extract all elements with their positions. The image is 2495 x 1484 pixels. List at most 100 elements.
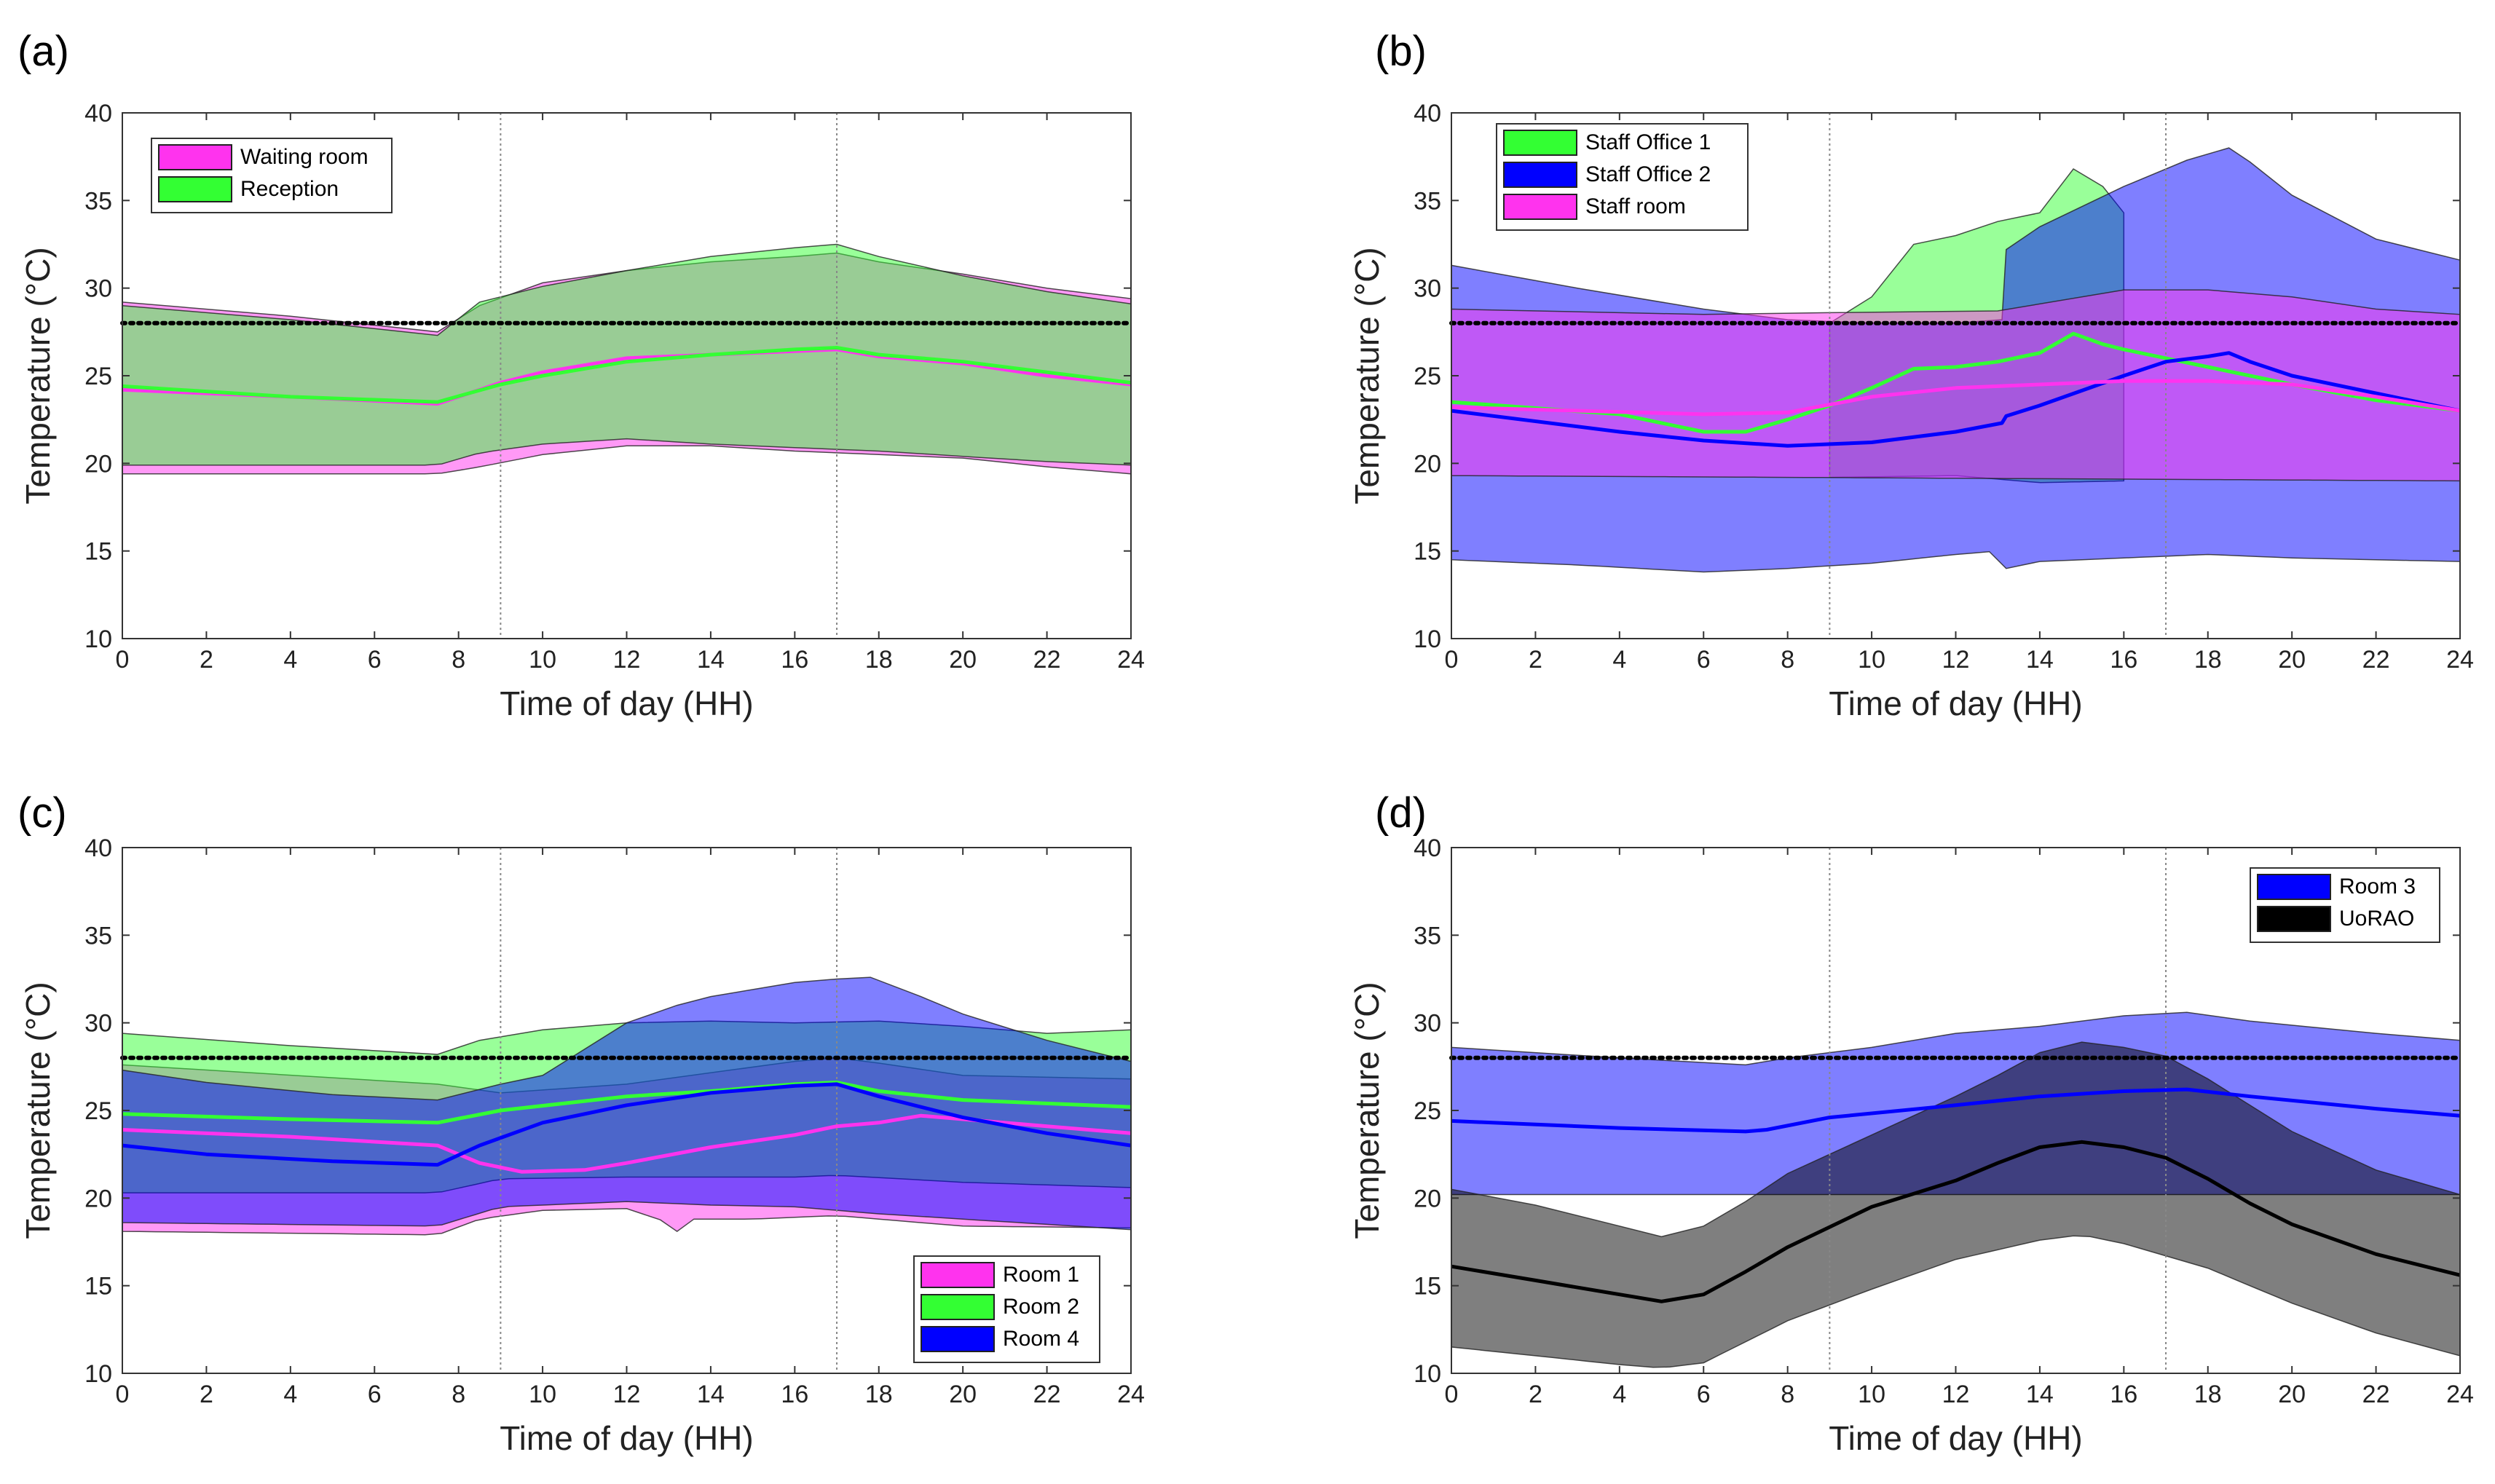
panel-a: (a)0 2 4 6 8 10 12 14 16 18 20 22 2410152025303540Ti… [17, 28, 1145, 722]
band-uorao [1451, 1041, 2461, 1368]
x-tick-label: 12 [1942, 646, 1970, 674]
y-tick-label: 30 [84, 1010, 112, 1038]
y-tick-label: 40 [84, 834, 112, 862]
y-tick-label: 40 [1414, 100, 1441, 127]
y-tick-label: 15 [1414, 1273, 1441, 1301]
x-tick-label: 20 [949, 1381, 977, 1408]
x-tick-label: 14 [697, 646, 725, 674]
legend-label: Staff Office 1 [1585, 130, 1711, 154]
legend-swatch [1503, 194, 1577, 220]
y-tick-label: 25 [84, 1097, 112, 1125]
x-tick-label: 4 [283, 646, 297, 674]
x-tick-label: 0 [116, 646, 130, 674]
x-tick-label: 16 [781, 1381, 808, 1408]
y-axis-label: Temperature (°C) [19, 247, 57, 504]
x-tick-label: 24 [2446, 1381, 2474, 1408]
mean-line-room-1 [122, 1113, 1132, 1174]
x-axis-label: Time of day (HH) [500, 684, 753, 722]
legend-label: UoRAO [2339, 907, 2414, 931]
panel-label: (a) [17, 28, 69, 75]
x-tick-label: 12 [1942, 1381, 1970, 1408]
y-tick-label: 15 [1414, 538, 1441, 566]
legend-label: Room 2 [1003, 1295, 1079, 1319]
legend-swatch [1503, 130, 1577, 156]
panel-d: (d)0 2 4 6 8 10 12 14 16 18 20 22 2410152025303540Ti… [1348, 789, 2474, 1457]
x-tick-label: 0 [1445, 646, 1459, 674]
legend-swatch [2257, 906, 2331, 932]
x-tick-label: 14 [697, 1381, 725, 1408]
y-tick-label: 10 [84, 625, 112, 653]
legend-swatch [921, 1262, 995, 1288]
x-tick-label: 6 [1697, 1381, 1711, 1408]
x-tick-label: 24 [1117, 646, 1145, 674]
mean-line-room-3 [1451, 1087, 2461, 1134]
panel-label: (d) [1375, 789, 1427, 837]
x-tick-label: 20 [2278, 646, 2306, 674]
x-tick-label: 18 [2194, 1381, 2222, 1408]
x-tick-label: 16 [2110, 646, 2137, 674]
x-tick-label: 2 [200, 1381, 213, 1408]
legend-swatch [921, 1294, 995, 1320]
x-tick-label: 12 [613, 1381, 641, 1408]
y-tick-label: 35 [1414, 922, 1441, 950]
x-tick-label: 8 [1781, 646, 1794, 674]
y-tick-label: 15 [84, 1273, 112, 1301]
legend-swatch [921, 1326, 995, 1352]
x-tick-label: 8 [1781, 1381, 1794, 1408]
legend-swatch [158, 144, 232, 170]
x-tick-label: 22 [1033, 646, 1061, 674]
x-tick-label: 4 [283, 1381, 297, 1408]
legend-label: Room 4 [1003, 1327, 1079, 1351]
legend-swatch [2257, 874, 2331, 900]
x-tick-label: 22 [2362, 1381, 2390, 1408]
x-tick-label: 10 [1858, 646, 1885, 674]
y-tick-label: 35 [84, 922, 112, 950]
x-tick-label: 18 [2194, 646, 2222, 674]
y-tick-label: 35 [1414, 187, 1441, 215]
x-tick-label: 10 [529, 646, 556, 674]
x-tick-label: 6 [1697, 646, 1711, 674]
y-tick-label: 30 [1414, 1010, 1441, 1038]
x-tick-label: 16 [2110, 1381, 2137, 1408]
y-tick-label: 30 [84, 275, 112, 303]
panel-label: (c) [17, 789, 67, 837]
x-tick-label: 12 [613, 646, 641, 674]
y-tick-label: 20 [1414, 1185, 1441, 1212]
y-axis-label: Temperature (°C) [1348, 247, 1386, 504]
mean-line-reception [122, 346, 1132, 404]
legend-label: Room 3 [2339, 875, 2416, 899]
y-tick-label: 20 [1414, 450, 1441, 478]
y-tick-label: 30 [1414, 275, 1441, 303]
x-tick-label: 24 [2446, 646, 2474, 674]
y-tick-label: 10 [84, 1360, 112, 1388]
y-tick-label: 10 [1414, 1360, 1441, 1388]
x-tick-label: 2 [200, 646, 213, 674]
x-tick-label: 20 [2278, 1381, 2306, 1408]
x-tick-label: 14 [2026, 646, 2054, 674]
legend-label: Staff Office 2 [1585, 162, 1711, 186]
x-axis-label: Time of day (HH) [500, 1419, 753, 1457]
y-tick-label: 25 [1414, 1097, 1441, 1125]
mean-line-room-4 [122, 1082, 1132, 1167]
y-tick-label: 15 [84, 538, 112, 566]
x-axis-label: Time of day (HH) [1829, 1419, 2082, 1457]
x-tick-label: 2 [1529, 646, 1542, 674]
x-tick-label: 8 [452, 646, 465, 674]
x-tick-label: 16 [781, 646, 808, 674]
y-tick-label: 20 [84, 1185, 112, 1212]
y-tick-label: 40 [84, 100, 112, 127]
mean-line-uorao [1451, 1140, 2461, 1303]
legend-label: Staff room [1585, 194, 1686, 218]
x-tick-label: 10 [529, 1381, 556, 1408]
panel-c: (c)0 2 4 6 8 10 12 14 16 18 20 22 2410152025303540Ti… [17, 789, 1145, 1457]
x-tick-label: 22 [1033, 1381, 1061, 1408]
x-tick-label: 14 [2026, 1381, 2054, 1408]
x-tick-label: 2 [1529, 1381, 1542, 1408]
x-tick-label: 10 [1858, 1381, 1885, 1408]
x-tick-label: 22 [2362, 646, 2390, 674]
x-tick-label: 20 [949, 646, 977, 674]
y-tick-label: 20 [84, 450, 112, 478]
x-tick-label: 4 [1612, 1381, 1626, 1408]
x-tick-label: 6 [368, 1381, 382, 1408]
